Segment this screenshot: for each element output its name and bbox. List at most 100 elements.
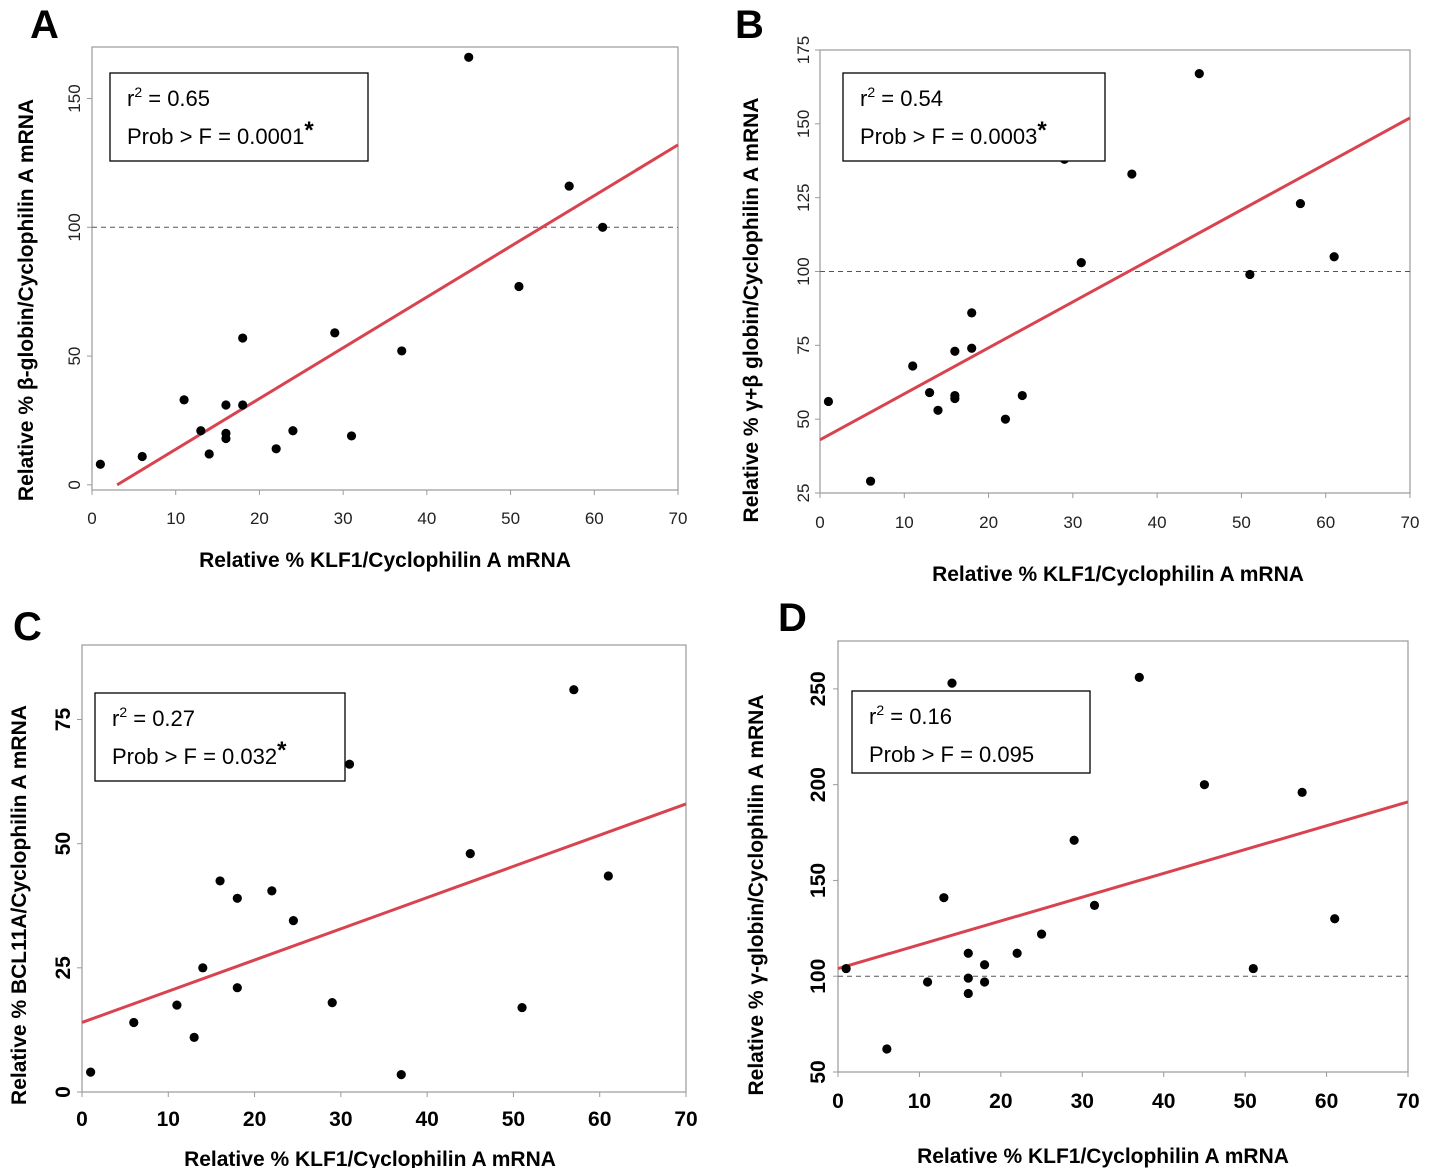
panel-d-x-tick-label: 50 bbox=[1233, 1090, 1256, 1113]
panel-c-x-tick-label: 40 bbox=[415, 1108, 438, 1131]
panel-c-data-point bbox=[129, 1017, 139, 1028]
panel-c-fit-line bbox=[81, 802, 687, 1024]
panel-a-data-point bbox=[271, 444, 281, 454]
panel-a-stats-box bbox=[109, 72, 369, 162]
panel-c-data-point bbox=[569, 685, 579, 695]
panel-a-x-axis-title: Relative % KLF1/Cyclophilin A mRNA bbox=[199, 549, 571, 572]
panel-d-prob-f: Prob > F = 0.095 bbox=[869, 742, 1034, 767]
panel-a-x-tick-label: 30 bbox=[334, 509, 353, 528]
panel-b: B 0 10 20 30 40 50 60 70 25 50 75 100 125 150 175 r2 = 0… bbox=[735, 3, 1419, 586]
panel-a-data-point bbox=[95, 459, 105, 469]
panel-b-data-point bbox=[1194, 69, 1204, 79]
panel-d-x-tick-label: 20 bbox=[989, 1090, 1012, 1113]
panel-d-data-point bbox=[1089, 900, 1100, 910]
panel-d-data-point bbox=[939, 893, 949, 903]
panel-b-x-tick-label: 60 bbox=[1316, 513, 1335, 532]
panel-b-x-tick-label: 10 bbox=[895, 513, 914, 532]
panel-a-data-point bbox=[346, 431, 357, 441]
panel-d-data-point bbox=[1012, 948, 1022, 958]
panel-b-data-point bbox=[1076, 258, 1086, 268]
panel-b-stats-box bbox=[842, 72, 1106, 162]
panel-a-data-point bbox=[221, 400, 231, 410]
panel-a-fit-line bbox=[116, 143, 679, 487]
panel-b-data-point bbox=[933, 405, 943, 415]
panel-d-data-point bbox=[1134, 672, 1144, 682]
panel-b-data-point bbox=[967, 308, 977, 318]
panel-c-x-tick-label: 10 bbox=[157, 1108, 180, 1131]
panel-a-x-tick-label: 0 bbox=[87, 509, 96, 528]
panel-b-data-point bbox=[950, 346, 960, 356]
panel-a-x-tick-label: 20 bbox=[250, 509, 269, 528]
panel-a-data-point bbox=[137, 451, 147, 462]
panel-d-data-point bbox=[1036, 929, 1047, 939]
panel-a-significance-star: * bbox=[304, 117, 314, 144]
panel-c-x-tick-label: 30 bbox=[329, 1108, 352, 1131]
panel-a-data-point bbox=[397, 346, 407, 356]
panel-a-data-point bbox=[179, 395, 189, 405]
panel-c-y-tick-label: 75 bbox=[52, 708, 75, 732]
panel-a-data-point bbox=[238, 333, 248, 343]
panel-c-data-point bbox=[232, 893, 242, 903]
panel-d-r-squared: r2 = 0.16 bbox=[869, 702, 952, 729]
panel-b-data-point bbox=[950, 393, 960, 404]
panel-b-x-axis-title: Relative % KLF1/Cyclophilin A mRNA bbox=[932, 563, 1304, 586]
panel-c-data-point bbox=[327, 998, 337, 1008]
panel-a-x-tick-label: 10 bbox=[166, 509, 185, 528]
panel-a-x-tick-label: 60 bbox=[585, 509, 604, 528]
panel-d-data-point bbox=[1199, 780, 1210, 790]
panel-b-x-tick-label: 50 bbox=[1232, 513, 1251, 532]
panel-c-data-point bbox=[232, 983, 242, 993]
panel-b-data-point bbox=[1017, 390, 1027, 401]
panel-a-r-squared: r2 = 0.65 bbox=[127, 84, 210, 111]
panel-a-data-point bbox=[238, 400, 248, 410]
panel-b-y-tick-label: 125 bbox=[794, 183, 813, 211]
panel-b-x-tick-label: 40 bbox=[1148, 513, 1167, 532]
panel-d-y-tick-label: 200 bbox=[807, 767, 830, 802]
panel-d-data-point bbox=[963, 988, 973, 999]
panel-c-r-squared: r2 = 0.27 bbox=[112, 704, 195, 731]
panel-d-plot-frame bbox=[837, 640, 1409, 1073]
panel-a-data-point bbox=[221, 433, 231, 444]
panel-d-x-tick-label: 0 bbox=[832, 1090, 844, 1113]
panel-b-y-tick-label: 175 bbox=[794, 36, 813, 64]
panel-b-data-point bbox=[865, 476, 876, 486]
panel-c-stats-box bbox=[94, 692, 346, 782]
panel-b-x-tick-label: 20 bbox=[979, 513, 998, 532]
panel-c-data-point bbox=[344, 759, 355, 769]
panel-b-y-axis-title: Relative % γ+β globin/Cyclophilin A mRNA bbox=[740, 98, 763, 523]
panel-c-data-point bbox=[517, 1002, 527, 1013]
panel-a-x-tick-label: 40 bbox=[417, 509, 436, 528]
panel-c-y-tick-label: 50 bbox=[52, 832, 75, 855]
panel-d-data-point bbox=[1248, 963, 1258, 974]
panel-d-data-point bbox=[1330, 914, 1340, 924]
panel-a-y-tick-label: 0 bbox=[65, 480, 84, 489]
panel-b-y-tick-label: 50 bbox=[794, 410, 813, 429]
panel-b-significance-star: * bbox=[1037, 117, 1047, 144]
panel-c-prob-f: Prob > F = 0.032* bbox=[112, 737, 287, 769]
panel-c-x-tick-label: 70 bbox=[674, 1108, 697, 1131]
panel-b-data-point bbox=[967, 343, 977, 353]
panel-d-x-tick-label: 60 bbox=[1315, 1090, 1338, 1113]
panel-d-data-point bbox=[979, 977, 990, 987]
panel-a-x-tick-label: 70 bbox=[669, 509, 688, 528]
panel-c-y-axis-title: Relative % BCL11A/Cyclophilin A mRNA bbox=[8, 705, 31, 1105]
panel-c-data-point bbox=[215, 876, 225, 886]
panel-a-letter: A bbox=[30, 3, 59, 47]
panel-c-data-point bbox=[189, 1032, 199, 1042]
panel-d-letter: D bbox=[778, 596, 807, 640]
panel-c-x-tick-label: 0 bbox=[76, 1108, 88, 1131]
panel-b-data-point bbox=[1127, 169, 1137, 179]
panel-a-data-point bbox=[204, 449, 214, 459]
panel-b-x-tick-label: 0 bbox=[815, 513, 824, 532]
panel-b-data-point bbox=[1000, 414, 1011, 424]
panel-c-data-point bbox=[603, 871, 613, 881]
panel-d-y-tick-label: 150 bbox=[807, 863, 830, 898]
panel-d-data-point bbox=[1297, 787, 1307, 797]
panel-b-x-tick-label: 30 bbox=[1063, 513, 1082, 532]
panel-a-data-point bbox=[288, 426, 298, 436]
panel-d-x-tick-label: 70 bbox=[1396, 1090, 1419, 1113]
panel-b-data-point bbox=[908, 361, 918, 371]
panel-d-y-tick-label: 250 bbox=[807, 671, 830, 706]
panel-a: A 0 10 20 30 40 50 60 70 0 50 100 150 r2 = 0.65 Prob >… bbox=[15, 3, 687, 572]
